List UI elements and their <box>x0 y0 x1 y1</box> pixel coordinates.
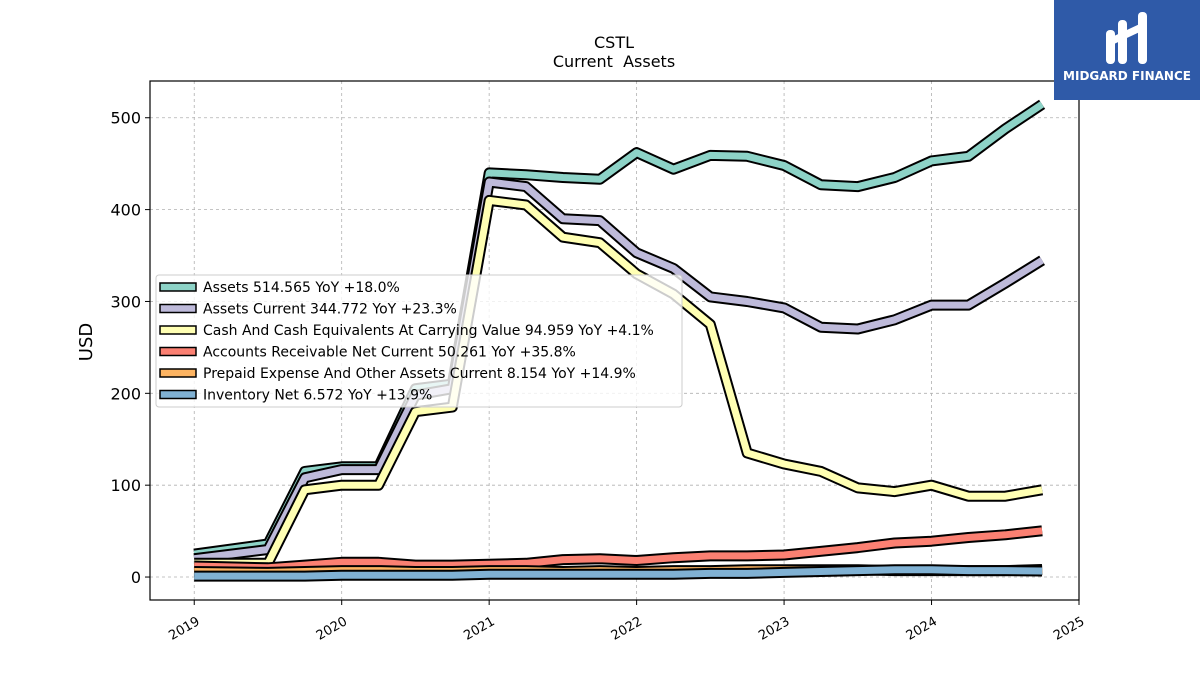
x-tick-label-4: 2023 <box>756 614 792 644</box>
y-axis-label: USD <box>76 323 97 361</box>
y-axis: 0 100 200 300 400 500 <box>110 109 150 587</box>
series-2 <box>194 194 1044 569</box>
legend-swatch-4 <box>159 368 197 378</box>
y-tick-label-4: 400 <box>110 201 141 220</box>
legend-label-3: Accounts Receivable Net Current 50.261 Y… <box>203 345 576 361</box>
x-tick-label-0: 2019 <box>166 614 202 644</box>
chart-subtitle: Current Assets <box>553 52 675 71</box>
legend-label-2: Cash And Cash Equivalents At Carrying Va… <box>203 323 654 339</box>
legend-swatch-5 <box>159 389 197 400</box>
series-5 <box>194 564 1043 582</box>
legend-label-1: Assets Current 344.772 YoY +23.3% <box>203 302 457 318</box>
y-tick-label-5: 500 <box>110 109 141 128</box>
y-tick-label-1: 100 <box>110 476 141 495</box>
x-tick-label-3: 2022 <box>609 614 645 644</box>
plot-frame <box>149 80 1080 601</box>
series-layer <box>193 99 1046 582</box>
legend-label-4: Prepaid Expense And Other Assets Current… <box>203 366 636 382</box>
x-axis: 2019 2020 2021 2022 2023 2024 2025 <box>166 600 1087 644</box>
y-tick-label-0: 0 <box>131 568 141 587</box>
legend-box <box>155 274 683 408</box>
y-tick-label-2: 200 <box>110 384 141 403</box>
y-tick-label-3: 300 <box>110 292 141 311</box>
chart-title: CSTL <box>594 33 634 52</box>
legend-label-5: Inventory Net 6.572 YoY +13.9% <box>203 388 432 404</box>
x-tick-label-6: 2025 <box>1051 614 1087 644</box>
brand-mark-icon <box>1106 12 1147 64</box>
legend-swatch-1 <box>159 303 197 314</box>
series-line-5 <box>194 566 1043 580</box>
legend-swatch-2 <box>159 325 197 335</box>
x-tick-label-2: 2021 <box>461 614 497 644</box>
brand-logo: MIDGARD FINANCE <box>1054 0 1200 100</box>
series-line-1 <box>193 178 1044 563</box>
legend: Assets 514.565 YoY +18.0% Assets Current … <box>155 274 683 408</box>
series-line-2 <box>194 196 1043 567</box>
legend-swatch-3 <box>159 346 197 357</box>
legend-label-0: Assets 514.565 YoY +18.0% <box>203 280 400 296</box>
x-tick-label-5: 2024 <box>904 614 940 644</box>
series-3 <box>194 525 1043 574</box>
series-1 <box>193 176 1045 565</box>
brand-name: MIDGARD FINANCE <box>1063 69 1191 83</box>
series-line-3 <box>194 527 1043 572</box>
legend-swatch-0 <box>159 282 197 292</box>
x-tick-label-1: 2020 <box>314 614 350 644</box>
